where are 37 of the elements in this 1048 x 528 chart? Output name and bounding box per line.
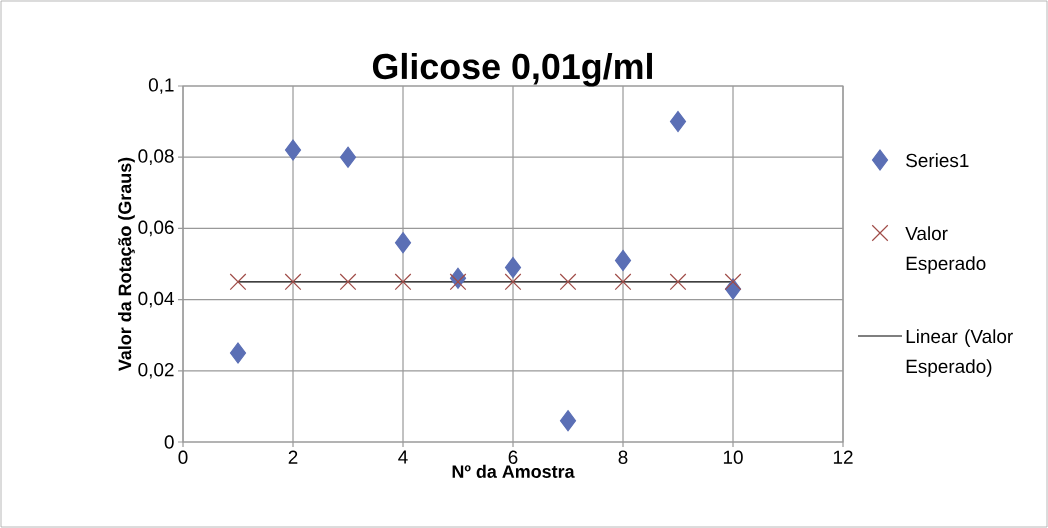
x-tick-label: 6	[508, 450, 518, 464]
point	[339, 273, 357, 291]
x-tick-label: 10	[723, 450, 743, 464]
point	[669, 110, 687, 133]
x-tick-label: 4	[398, 450, 408, 464]
point	[394, 232, 412, 254]
y-tick-label: 0	[164, 435, 174, 449]
x-tick-label: 2	[288, 450, 298, 464]
y-tick-label: 0,06	[138, 220, 174, 237]
legend-label: Series1	[906, 153, 969, 168]
point	[614, 249, 632, 272]
y-axis-title: Valor da Rotação (Graus)	[118, 157, 135, 371]
y-tick-label: 0,08	[138, 149, 174, 166]
point	[229, 342, 247, 364]
point	[339, 146, 357, 168]
y-tick-label: 0,04	[138, 291, 174, 308]
point	[559, 273, 577, 291]
point	[284, 273, 302, 291]
point	[284, 139, 302, 161]
point	[614, 273, 632, 291]
point	[229, 273, 247, 291]
point	[449, 273, 467, 291]
chart-title: Glicose 0,01g/ml	[372, 52, 652, 87]
point	[559, 410, 577, 432]
x-tick-label: 8	[618, 450, 628, 464]
point	[669, 273, 687, 291]
point	[504, 256, 522, 279]
legend-label: Valor Esperado	[905, 226, 986, 274]
y-tick-label: 0,02	[138, 362, 174, 379]
x-tick-label: 0	[178, 450, 188, 464]
point	[394, 273, 412, 291]
x-axis-title: Nº da Amostra	[452, 464, 575, 478]
x-tick-label: 12	[833, 450, 853, 464]
point	[724, 273, 742, 291]
point	[504, 273, 522, 291]
y-tick-label: 0,1	[148, 78, 174, 94]
legend-label: Linear (Valor Esperado)	[906, 329, 1013, 377]
